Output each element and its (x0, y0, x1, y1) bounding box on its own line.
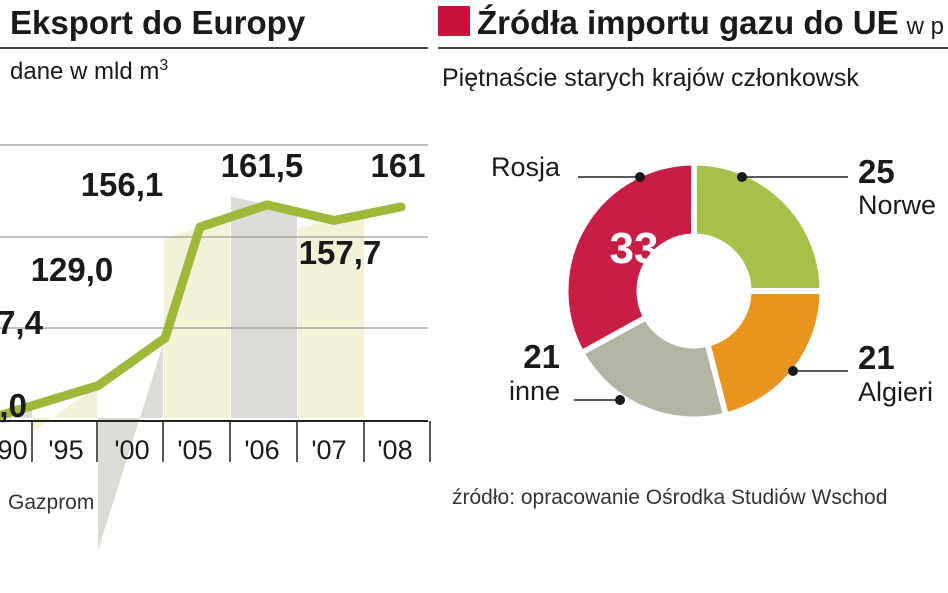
x-tick-label: '08 (377, 435, 412, 465)
legend-square-icon (438, 6, 470, 36)
column-shade (164, 217, 230, 418)
donut-slice (581, 317, 727, 420)
leader-dot (737, 172, 747, 182)
data-point (266, 204, 268, 206)
value-label: 0,0 (0, 387, 27, 424)
slice-name-label: Rosja (491, 152, 561, 182)
slice-value-label: 33 (610, 224, 659, 273)
import-donut-chart: 33 Rosja Norwe Algieri inne 25 21 21 (491, 152, 936, 420)
import-subtitle: Piętnaście starych krajów członkowsk (442, 64, 859, 92)
data-point (164, 337, 166, 339)
import-title: Źródła importu gazu do UE w p (477, 4, 944, 41)
value-label: 161,5 (221, 147, 304, 184)
x-tick-label: '07 (311, 435, 346, 465)
data-point (400, 206, 402, 208)
value-label: 129,0 (31, 251, 114, 288)
x-tick-label: '06 (244, 435, 279, 465)
donut-slice (693, 162, 823, 292)
export-title: Eksport do Europy (10, 4, 306, 41)
slice-value-label: 21 (858, 339, 895, 376)
slice-name-label: Norwe (858, 190, 936, 220)
slice-name-label: inne (509, 376, 560, 406)
data-point (333, 219, 335, 221)
column-shade (33, 386, 97, 432)
data-point (199, 226, 201, 228)
column-shade (231, 196, 297, 418)
import-source: źródło: opracowanie Ośrodka Studiów Wsch… (452, 486, 887, 509)
column-shade (298, 214, 364, 418)
leader-dot (615, 395, 625, 405)
export-source: Gazprom (8, 491, 94, 514)
export-unit: dane w mld m3 (10, 57, 168, 85)
value-label: 157,7 (299, 234, 382, 271)
slice-value-label: 25 (858, 153, 895, 190)
leader-dot (788, 366, 798, 376)
x-tick-label: '00 (114, 435, 149, 465)
export-line-chart: '90 '95 '00 '05 '06 '07 '08 0,0 7,4 129,0 156,1 16… (0, 144, 431, 551)
slice-name-label: Algieri (858, 377, 933, 407)
value-label: 156,1 (81, 166, 164, 203)
x-tick-label: '90 (0, 435, 28, 465)
column-shade (98, 344, 163, 551)
donut-slice (565, 162, 695, 354)
value-label: 161 (370, 147, 425, 184)
slice-value-label: 21 (523, 338, 560, 375)
x-tick-label: '95 (48, 435, 83, 465)
data-point (97, 385, 99, 387)
value-label: 7,4 (0, 304, 44, 341)
leader-dot (635, 172, 645, 182)
donut-slice (707, 290, 823, 416)
x-tick-label: '05 (177, 435, 212, 465)
